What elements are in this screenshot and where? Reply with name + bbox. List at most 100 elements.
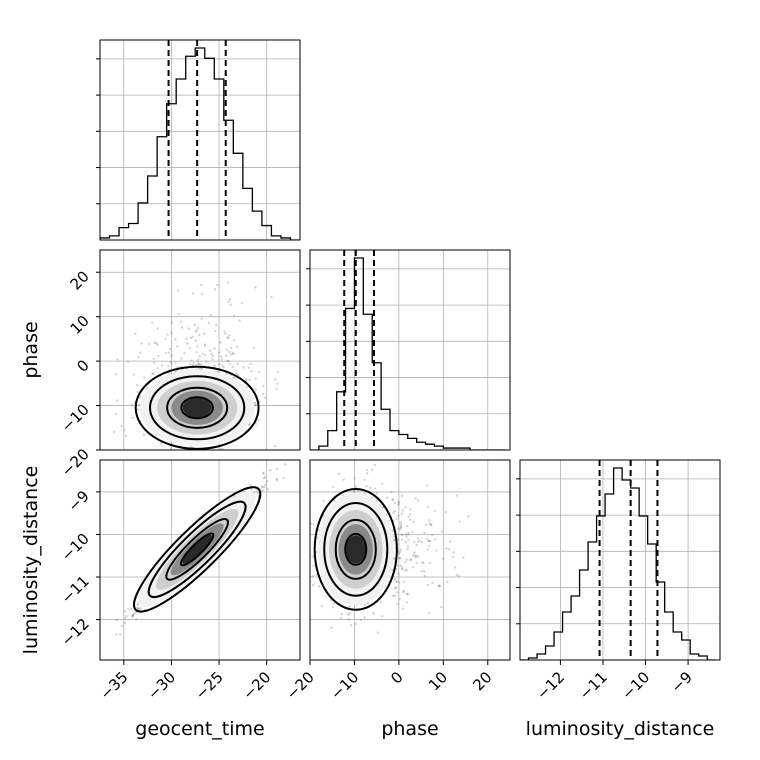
sample-point xyxy=(440,606,443,609)
sample-point xyxy=(228,298,232,301)
sample-point xyxy=(191,335,195,339)
sample-point xyxy=(167,351,171,354)
sample-point xyxy=(221,447,224,450)
sample-point xyxy=(365,485,368,488)
sample-point xyxy=(409,558,413,561)
sample-point xyxy=(426,484,429,487)
density-shade xyxy=(182,534,212,564)
sample-point xyxy=(214,329,217,333)
tick-marks xyxy=(96,58,689,665)
sample-point xyxy=(134,611,137,614)
sample-point xyxy=(177,312,180,316)
sample-point xyxy=(405,524,409,528)
sample-point xyxy=(198,333,201,337)
sample-point xyxy=(164,337,167,341)
sample-point xyxy=(170,321,174,324)
sample-point xyxy=(203,344,207,347)
sample-point xyxy=(179,320,183,323)
sample-point xyxy=(215,323,218,326)
x-tick-label-phase: 10 xyxy=(425,668,451,694)
sample-point xyxy=(252,346,256,349)
sample-point xyxy=(415,561,418,565)
sample-point xyxy=(375,498,378,501)
sample-point xyxy=(187,327,190,330)
sample-point xyxy=(455,494,459,497)
sample-point xyxy=(440,530,444,533)
sample-point xyxy=(411,566,415,569)
sample-point xyxy=(412,520,415,524)
density-shade xyxy=(182,398,212,418)
sample-point xyxy=(407,538,410,542)
sample-point xyxy=(188,347,192,350)
sample-point xyxy=(235,345,239,348)
sample-point xyxy=(199,363,203,366)
sample-point xyxy=(339,617,343,620)
sample-point xyxy=(317,585,321,588)
sample-point xyxy=(365,472,369,475)
sample-point xyxy=(404,506,407,509)
sample-point xyxy=(145,387,149,390)
sample-point xyxy=(381,614,384,618)
density-contour xyxy=(344,532,368,566)
sample-point xyxy=(151,321,154,324)
sample-point xyxy=(204,360,208,363)
sample-point xyxy=(423,574,426,578)
sample-point xyxy=(250,488,253,491)
sample-point xyxy=(183,464,185,466)
sample-point xyxy=(413,551,416,554)
sample-point xyxy=(115,618,118,622)
sample-point xyxy=(180,326,184,329)
sample-point xyxy=(257,418,260,422)
sample-point xyxy=(448,548,451,551)
sample-point xyxy=(236,362,239,365)
sample-point xyxy=(138,395,142,399)
sample-point xyxy=(132,373,135,376)
sample-point xyxy=(452,551,455,554)
sample-point xyxy=(462,556,465,559)
sample-point xyxy=(455,573,459,577)
sample-point xyxy=(393,502,397,505)
y-tick-label-phase: 10 xyxy=(67,312,93,338)
sample-point xyxy=(197,358,200,361)
sample-point xyxy=(291,607,293,609)
sample-point xyxy=(399,548,402,551)
sample-point xyxy=(399,550,402,553)
sample-point xyxy=(426,505,429,508)
sample-point xyxy=(260,485,264,488)
sample-point xyxy=(395,580,399,583)
sample-point xyxy=(202,332,206,335)
sample-point xyxy=(363,616,366,619)
sample-point xyxy=(428,561,432,565)
sample-point xyxy=(142,433,146,436)
sample-point xyxy=(198,355,201,358)
sample-point xyxy=(399,564,403,568)
sample-point xyxy=(404,540,408,544)
sample-point xyxy=(135,383,139,387)
sample-point xyxy=(292,593,294,595)
sample-point xyxy=(123,621,127,625)
sample-point xyxy=(397,572,400,576)
sample-point xyxy=(228,334,231,337)
sample-point xyxy=(408,518,412,521)
x-tick-label-phase: 0 xyxy=(387,668,406,687)
sample-point xyxy=(201,352,204,355)
sample-point xyxy=(353,477,357,480)
sample-point xyxy=(332,602,336,606)
sample-point xyxy=(398,557,402,560)
sample-point xyxy=(415,543,418,547)
sample-point xyxy=(114,373,118,376)
sample-point xyxy=(151,372,154,376)
sample-point xyxy=(395,517,398,521)
sample-point xyxy=(229,352,232,356)
sample-point xyxy=(400,494,404,498)
sample-point xyxy=(422,561,425,564)
sample-point xyxy=(467,515,470,518)
sample-point xyxy=(393,557,396,560)
x-tick-label-luminosity_distance: −10 xyxy=(618,668,653,703)
sample-point xyxy=(415,554,418,557)
sample-point xyxy=(169,360,172,364)
sample-point xyxy=(376,500,379,503)
sample-point xyxy=(213,347,216,350)
sample-point xyxy=(331,606,335,609)
sample-point xyxy=(229,303,232,306)
